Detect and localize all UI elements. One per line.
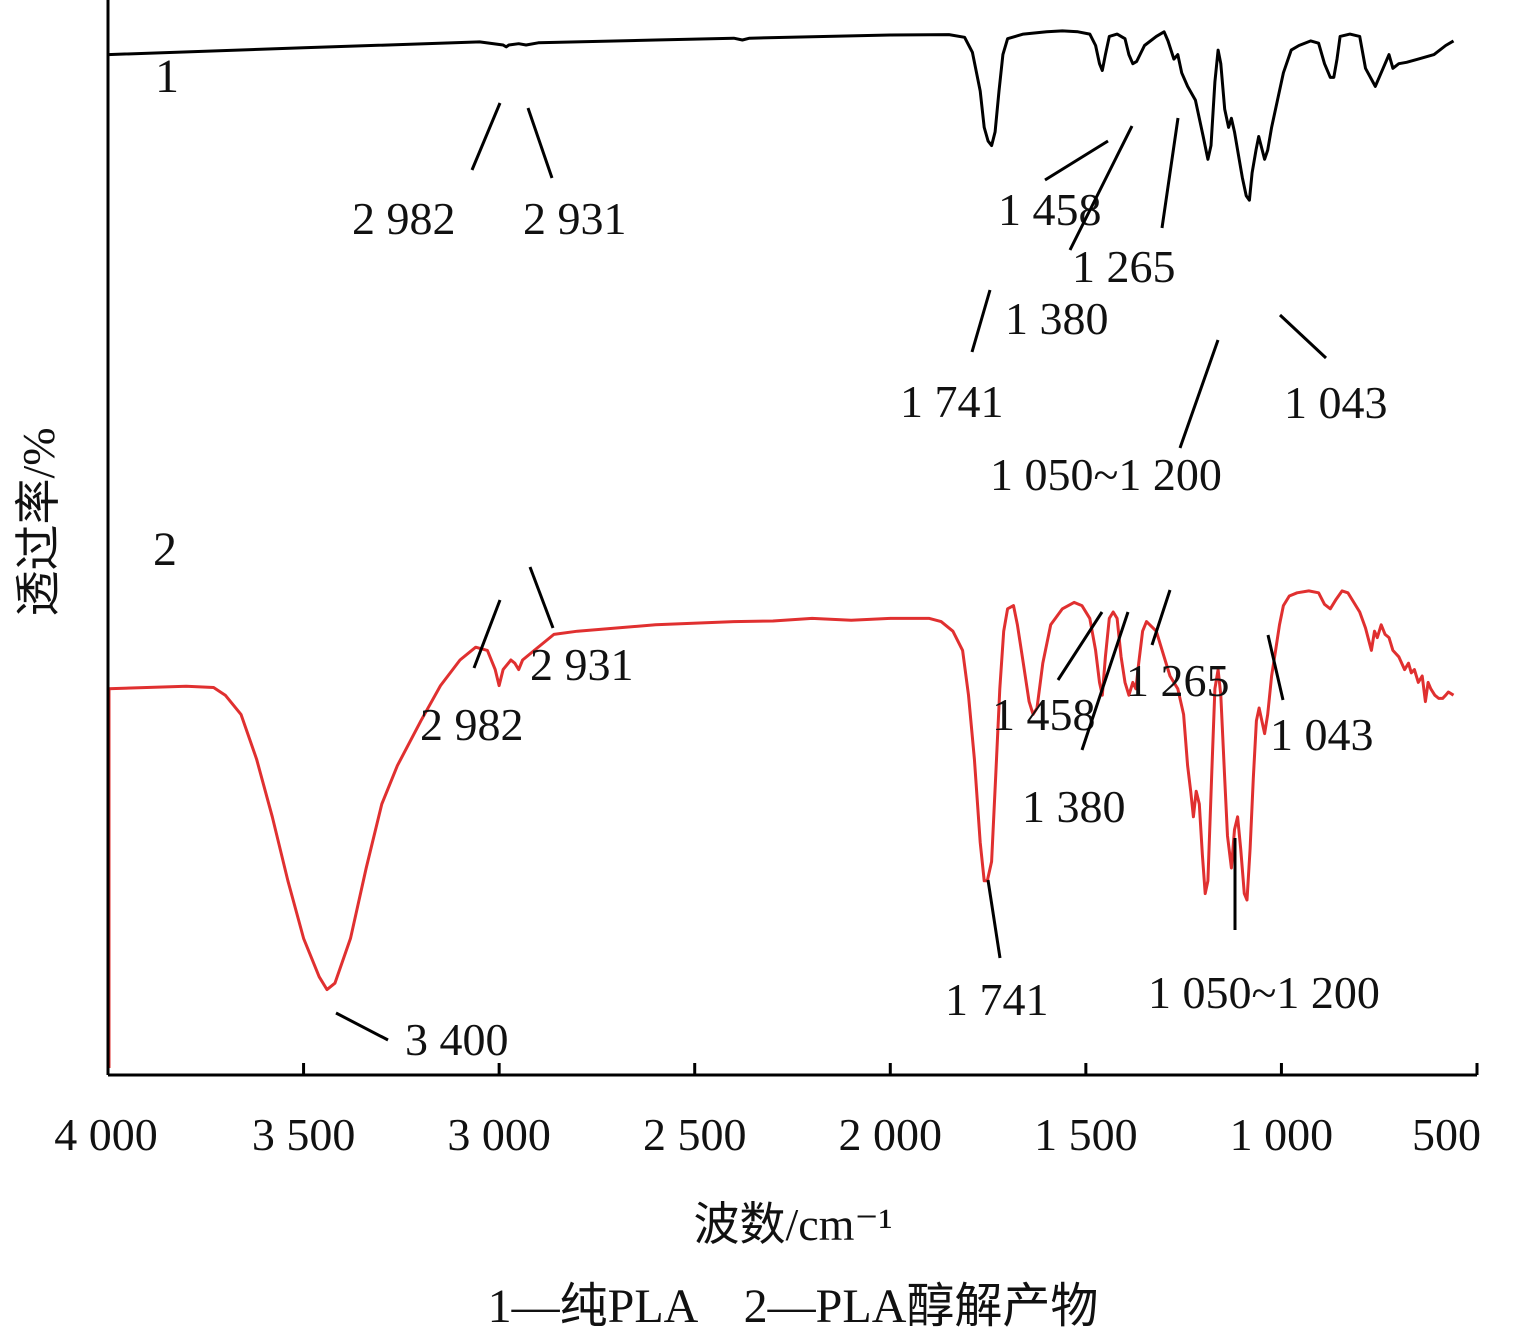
annotation-leader — [472, 599, 502, 669]
annotation-label: 3 400 — [405, 1014, 509, 1065]
axes — [106, 0, 1477, 1077]
annotation-leader — [528, 566, 555, 629]
annotation-label: 1 741 — [900, 376, 1004, 427]
series-label-2: 2 — [153, 523, 177, 576]
annotation-leader — [1150, 589, 1172, 646]
annotation-label: 1 050~1 200 — [1148, 967, 1380, 1018]
x-tick-label: 2 000 — [839, 1109, 943, 1160]
y-axis-label: 透过率/% — [13, 427, 64, 616]
annotation-leader — [1160, 117, 1180, 229]
x-tick-label: 3 000 — [447, 1109, 551, 1160]
annotation-label: 1 380 — [1022, 781, 1126, 832]
annotation-leader — [1266, 634, 1285, 701]
annotation-label: 2 931 — [530, 639, 634, 690]
annotation-leader — [1068, 125, 1134, 251]
x-tick-label: 3 500 — [252, 1109, 356, 1160]
x-ticks: 4 000 3 500 3 000 2 500 2 000 1 500 1 000 500 — [54, 1063, 1481, 1160]
x-axis-label: 波数/cm⁻¹ — [693, 1199, 892, 1250]
annotation-leader — [470, 102, 502, 171]
annotation-label: 1 458 — [998, 184, 1102, 235]
series-label-1: 1 — [155, 50, 179, 103]
x-tick-label: 1 000 — [1230, 1109, 1334, 1160]
x-tick-label: 4 000 — [54, 1109, 158, 1160]
annotation-label: 1 050~1 200 — [990, 449, 1222, 500]
x-tick-label: 500 — [1412, 1109, 1481, 1160]
annotation-label: 1 458 — [992, 689, 1096, 740]
annotation-leader — [1178, 339, 1220, 449]
annotation-label: 2 982 — [352, 193, 456, 244]
annotation-leader — [1044, 139, 1109, 182]
annotation-leader — [1080, 611, 1130, 751]
annotation-label: 2 931 — [523, 193, 627, 244]
annotation-label: 1 043 — [1270, 709, 1374, 760]
series-line-2 — [107, 589, 1455, 992]
annotation-leader — [970, 289, 992, 353]
annotation-label: 1 265 — [1072, 241, 1176, 292]
annotation-label: 1 043 — [1284, 377, 1388, 428]
annotation-leader — [335, 1011, 389, 1042]
annotation-label: 1 380 — [1005, 293, 1109, 344]
series-line-1 — [107, 29, 1455, 202]
annotation-label: 1 741 — [945, 974, 1049, 1025]
legend-caption: 1—纯PLA 2—PLA醇解产物 — [488, 1280, 1099, 1333]
annotation-label: 2 982 — [420, 699, 524, 750]
annotation-label: 1 265 — [1126, 655, 1230, 706]
annotation-leader — [986, 879, 1002, 959]
annotation-leader — [1278, 313, 1328, 360]
x-tick-label: 1 500 — [1034, 1109, 1138, 1160]
annotation-leader — [526, 107, 554, 179]
x-tick-label: 2 500 — [643, 1109, 747, 1160]
annotation-leader — [1056, 611, 1104, 681]
spectrum-curves — [107, 29, 1455, 1068]
